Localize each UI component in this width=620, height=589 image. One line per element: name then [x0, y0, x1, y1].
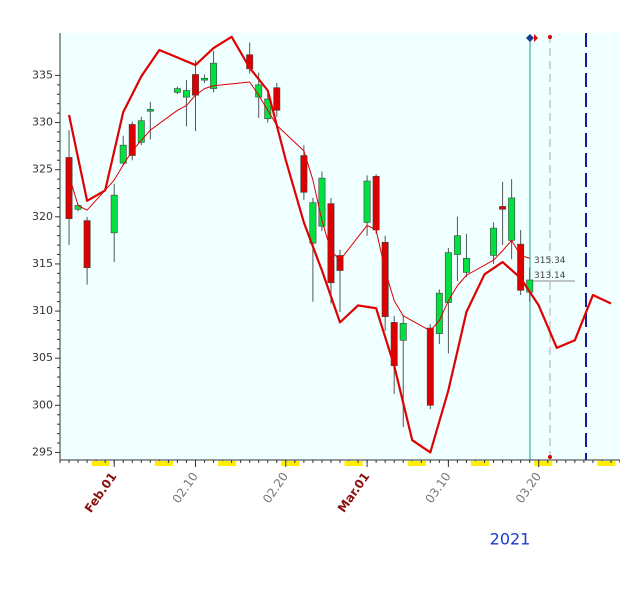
y-tick-label: 320 [32, 210, 53, 223]
year-label: 2021 [490, 530, 531, 549]
weekend-block [407, 461, 426, 466]
price-label: 313.14 [534, 271, 566, 281]
y-tick-label: 325 [32, 163, 53, 176]
x-tick-label: Feb.01 [82, 470, 120, 515]
weekend-block [91, 461, 110, 466]
y-tick-label: 295 [32, 445, 53, 458]
x-tick-label: 02.10 [170, 470, 201, 506]
candle-body [192, 74, 199, 96]
weekend-block [154, 461, 173, 466]
y-tick-label: 315 [32, 257, 53, 270]
candle-body [499, 206, 507, 210]
x-tick-label: 03.10 [423, 470, 454, 506]
candle-body [363, 180, 371, 223]
marker [526, 34, 534, 42]
y-tick-label: 310 [32, 304, 53, 317]
weekend-block [281, 461, 300, 466]
candle-body [462, 257, 470, 273]
candle-body [336, 255, 344, 271]
marker [548, 35, 552, 39]
plot-area [65, 33, 612, 460]
weekend-block [534, 461, 553, 466]
candle-body [399, 323, 407, 341]
weekend-block [470, 461, 490, 466]
candle-body [426, 327, 434, 406]
candle-body [300, 155, 308, 193]
plot-background [60, 33, 620, 460]
marker [548, 455, 552, 459]
price-label: 315.34 [534, 256, 566, 266]
candle-body [517, 243, 525, 291]
candle-body [210, 62, 218, 89]
x-tick-label: 03.20 [513, 470, 544, 506]
y-tick-label: 300 [32, 398, 53, 411]
candle-body [119, 144, 127, 164]
candle-body [264, 98, 272, 120]
candle-body [444, 252, 452, 303]
candle-body [318, 177, 326, 227]
candle-body [110, 194, 118, 234]
candle-body [327, 203, 335, 284]
weekend-block [218, 461, 237, 466]
candle-body [83, 220, 91, 269]
candle-body [508, 197, 516, 241]
candle-body [435, 292, 443, 334]
overlay-line [67, 35, 612, 454]
y-tick-label: 330 [32, 116, 53, 129]
candle-body [372, 175, 380, 231]
overlay-line [68, 81, 530, 332]
candle-body [173, 88, 181, 93]
candle-body [137, 120, 145, 143]
x-tick-label: Mar.01 [335, 470, 373, 515]
candle-body [74, 205, 82, 210]
marker [534, 34, 538, 42]
candle-body [182, 90, 190, 98]
candle-body [453, 235, 461, 255]
candle-body [65, 157, 73, 219]
candle-body [201, 77, 208, 81]
y-tick-label: 335 [32, 68, 53, 81]
candle-body [146, 109, 154, 112]
x-tick-label: 02.20 [260, 470, 291, 506]
weekend-block [597, 461, 616, 466]
weekend-block [344, 461, 363, 466]
candle-body [273, 87, 281, 111]
candle-body [309, 202, 317, 244]
candle-body [490, 227, 498, 256]
candle-body [128, 124, 136, 156]
y-tick-label: 305 [32, 351, 53, 364]
